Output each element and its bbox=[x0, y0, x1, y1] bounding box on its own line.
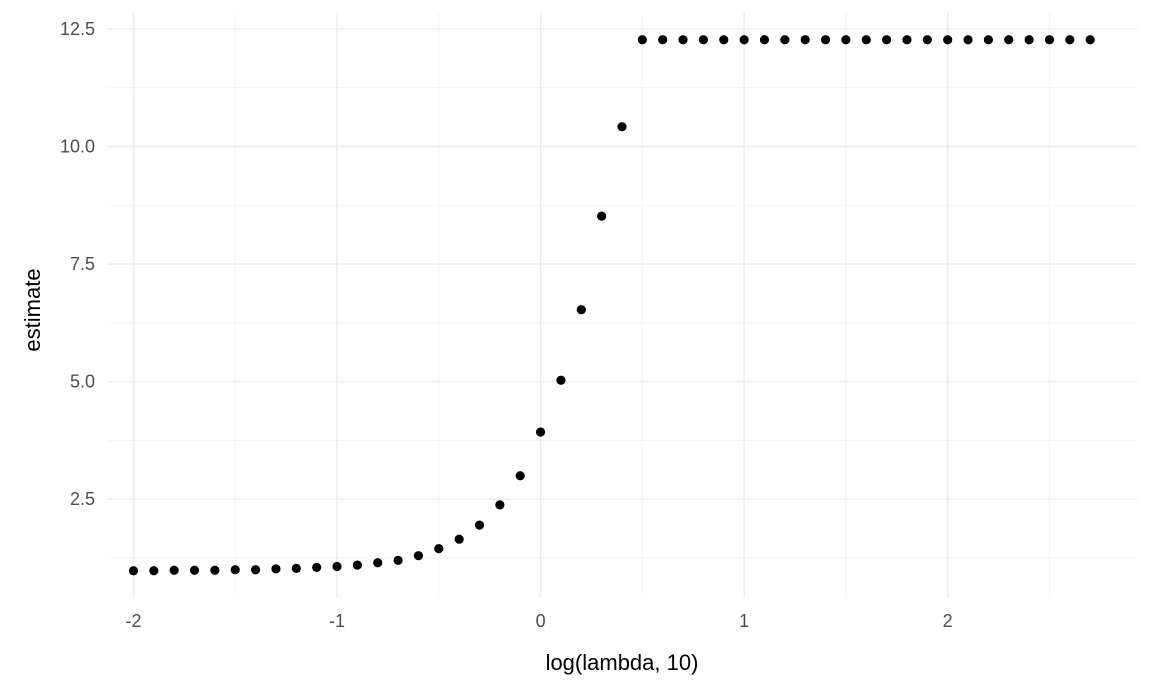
data-point bbox=[291, 563, 301, 573]
data-point bbox=[413, 551, 424, 561]
data-point bbox=[963, 35, 973, 45]
data-point bbox=[474, 520, 485, 530]
data-point bbox=[780, 35, 790, 45]
y-axis-title: estimate bbox=[20, 268, 45, 351]
data-point bbox=[1065, 35, 1075, 45]
x-axis-title: log(lambda, 10) bbox=[546, 650, 699, 675]
data-point bbox=[739, 35, 749, 45]
y-tick-label: 7.5 bbox=[70, 254, 95, 274]
data-point bbox=[210, 565, 220, 575]
data-point bbox=[169, 565, 179, 575]
data-point bbox=[800, 35, 810, 45]
data-point bbox=[983, 35, 994, 45]
data-point bbox=[902, 35, 912, 45]
data-point bbox=[882, 35, 892, 45]
data-point bbox=[1024, 35, 1034, 45]
data-point bbox=[149, 566, 159, 576]
data-point bbox=[393, 555, 403, 565]
data-point bbox=[597, 211, 607, 221]
x-tick-label: 2 bbox=[943, 611, 953, 631]
data-point bbox=[312, 562, 322, 573]
data-point bbox=[617, 122, 627, 132]
minor-gridlines bbox=[107, 12, 1137, 598]
data-point bbox=[576, 305, 586, 315]
data-point bbox=[332, 561, 342, 572]
data-point bbox=[1085, 35, 1095, 45]
major-gridlines bbox=[107, 12, 1137, 598]
data-point bbox=[698, 35, 709, 45]
y-axis-tick-labels: 2.5 5.0 7.5 10.0 12.5 bbox=[60, 19, 95, 509]
data-point bbox=[128, 566, 139, 576]
y-tick-label: 5.0 bbox=[70, 372, 95, 392]
data-point bbox=[943, 35, 953, 45]
data-point bbox=[250, 565, 261, 575]
data-point bbox=[759, 35, 770, 45]
data-point bbox=[495, 500, 505, 510]
data-point bbox=[535, 427, 546, 437]
data-point bbox=[658, 35, 668, 45]
data-point bbox=[352, 560, 362, 570]
data-point bbox=[678, 35, 688, 45]
data-point bbox=[271, 564, 281, 574]
y-tick-label: 12.5 bbox=[60, 19, 95, 39]
x-tick-label: -1 bbox=[329, 611, 345, 631]
data-point bbox=[861, 35, 871, 45]
data-point bbox=[820, 35, 831, 45]
x-tick-label: 0 bbox=[536, 611, 546, 631]
data-point bbox=[454, 534, 464, 544]
data-point bbox=[922, 35, 932, 45]
data-point bbox=[189, 565, 200, 575]
data-point bbox=[515, 471, 525, 481]
y-tick-label: 10.0 bbox=[60, 137, 95, 157]
data-point bbox=[719, 35, 729, 45]
data-point bbox=[434, 544, 444, 554]
x-tick-label: -2 bbox=[125, 611, 141, 631]
y-tick-label: 2.5 bbox=[70, 489, 95, 509]
data-point bbox=[1044, 35, 1055, 45]
data-points bbox=[128, 35, 1095, 576]
x-tick-label: 1 bbox=[739, 611, 749, 631]
data-point bbox=[373, 558, 383, 568]
data-point bbox=[637, 35, 647, 45]
x-axis-tick-labels: -2 -1 0 1 2 bbox=[125, 611, 952, 631]
data-point bbox=[841, 35, 851, 45]
data-point bbox=[1004, 35, 1014, 45]
data-point bbox=[230, 565, 240, 575]
data-point bbox=[556, 375, 566, 385]
